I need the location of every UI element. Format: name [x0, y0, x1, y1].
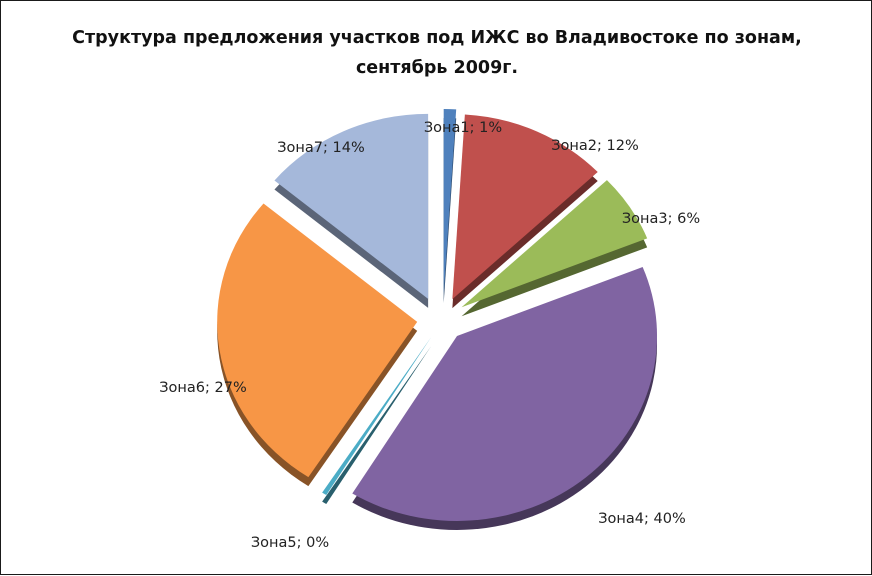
pie-slice-side-зона5	[322, 346, 431, 505]
pie-slice-зона2	[452, 114, 598, 300]
pie-slice-зона7	[274, 113, 429, 299]
data-label-зона7: Зона7; 14%	[277, 140, 364, 156]
data-label-зона5: Зона5; 0%	[251, 535, 329, 551]
data-label-зона2: Зона2; 12%	[551, 138, 638, 154]
data-label-зона3: Зона3; 6%	[622, 211, 700, 227]
pie-slice-зона3	[461, 180, 648, 308]
pie-slice-зона6	[217, 203, 418, 478]
pie-slice-зона5	[322, 337, 431, 496]
data-label-зона4: Зона4; 40%	[598, 511, 685, 527]
data-label-зона6: Зона6; 27%	[159, 380, 246, 396]
chart-title: Структура предложения участков под ИЖС в…	[72, 28, 802, 78]
pie-slice-зона4	[352, 267, 658, 521]
pie-slice-зона1	[443, 109, 457, 295]
data-label-зона1: Зона1; 1%	[424, 120, 502, 136]
